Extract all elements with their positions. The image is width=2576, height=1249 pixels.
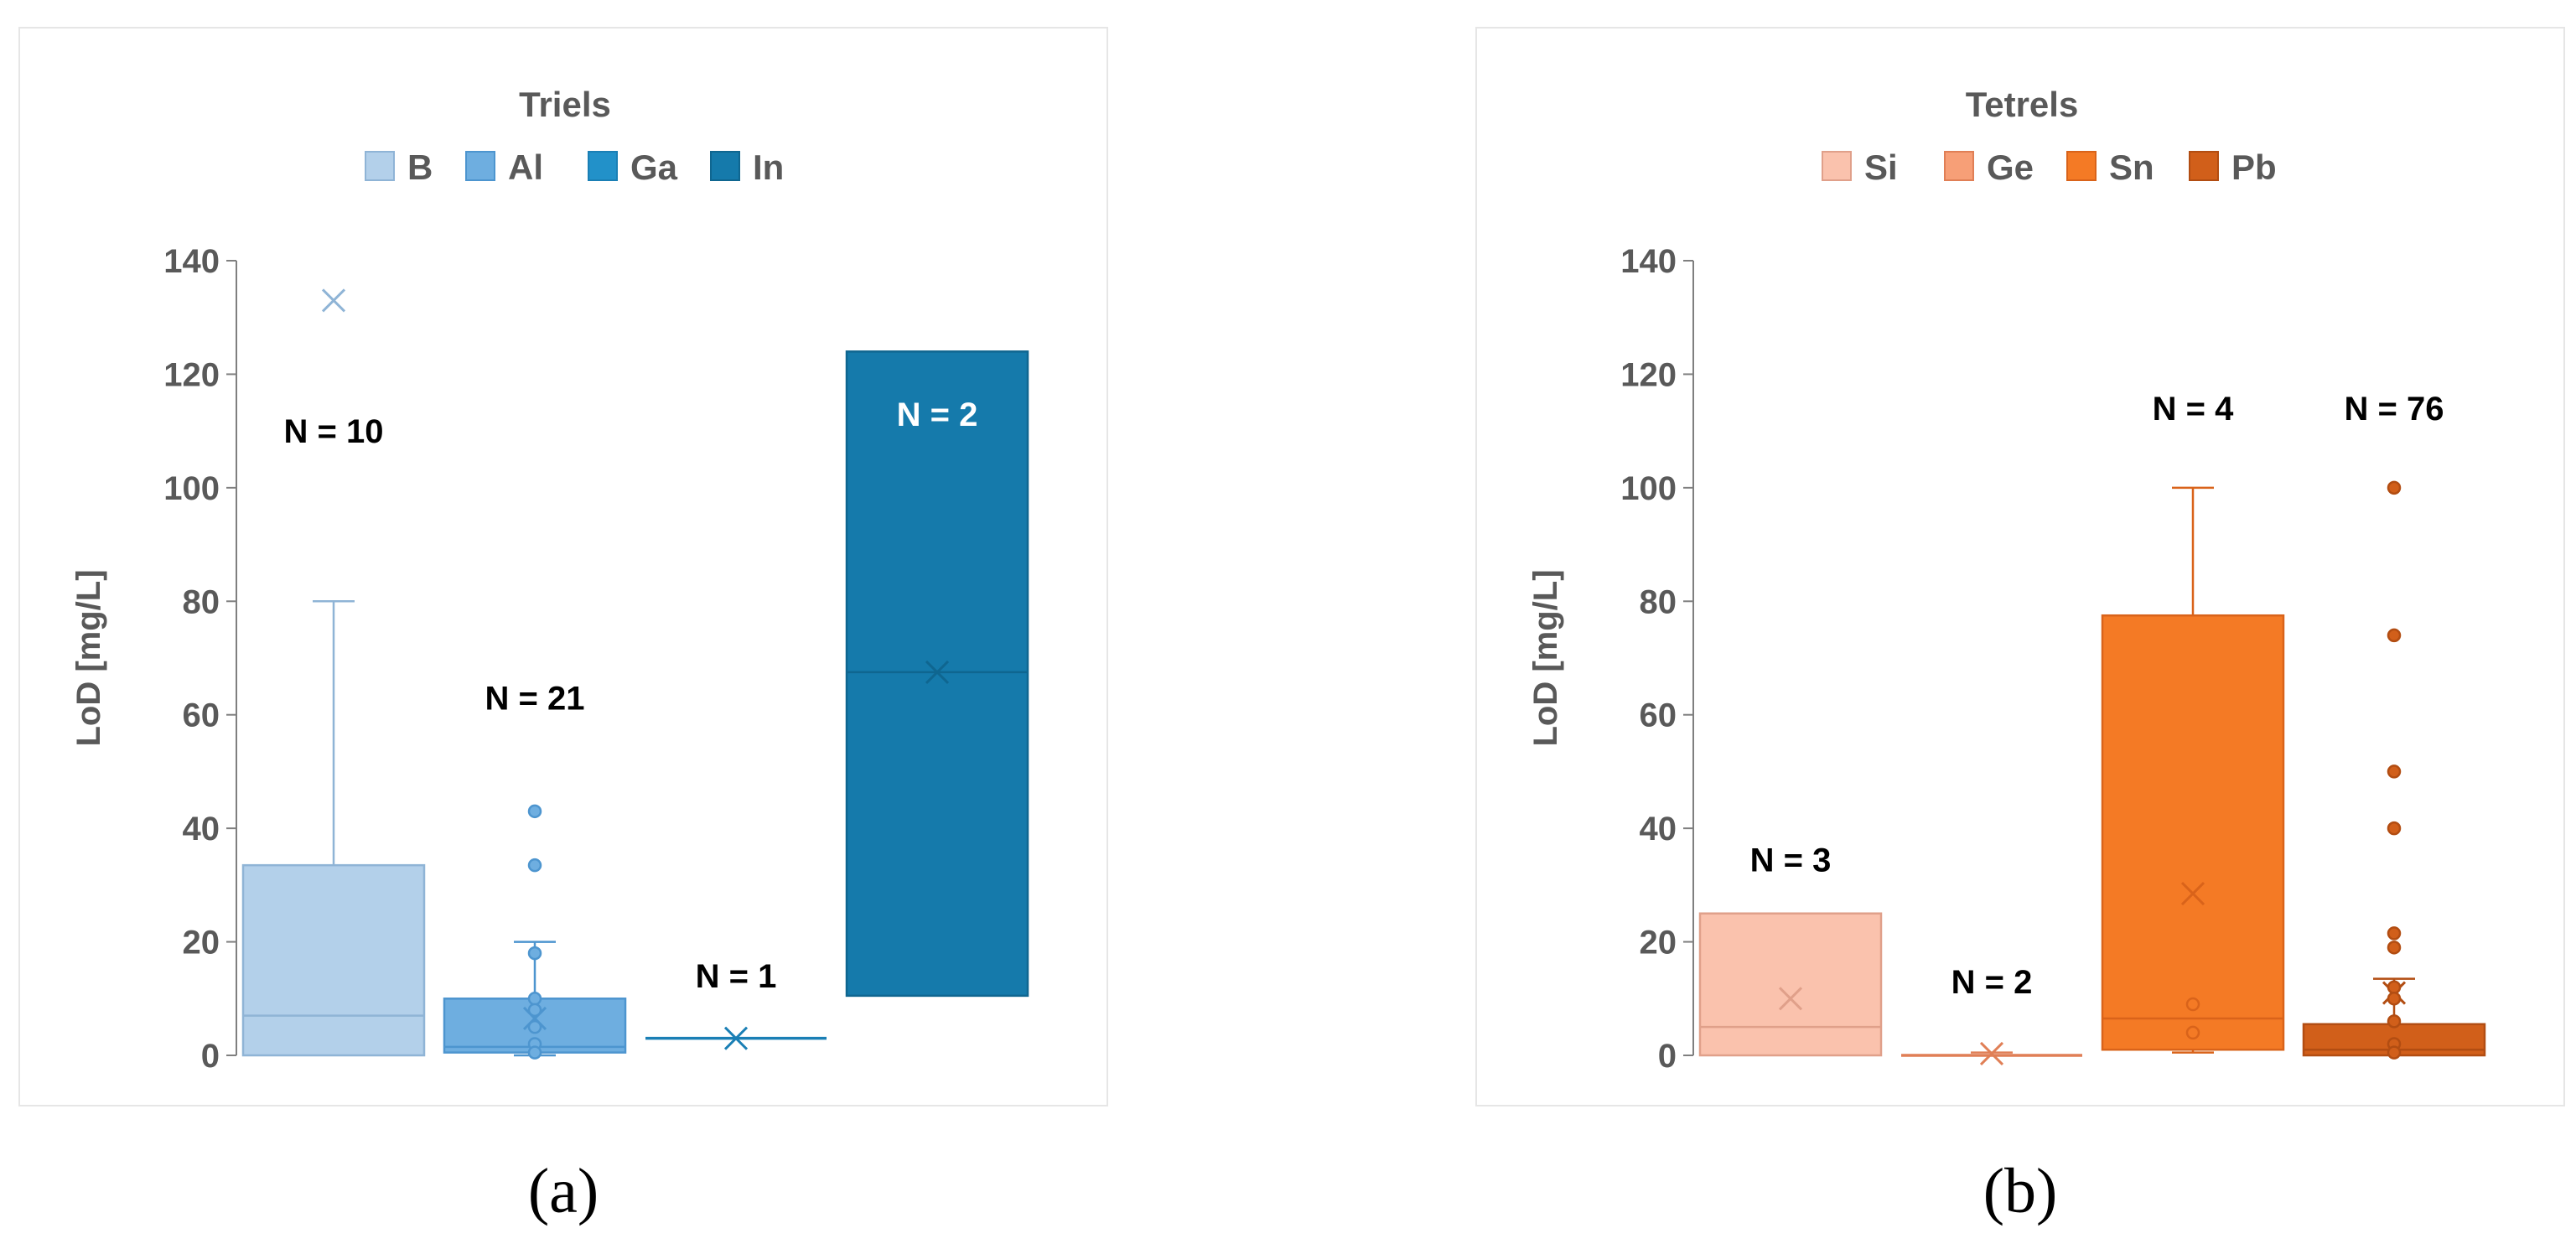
chart0-y-tick-label-80: 80: [183, 583, 220, 620]
chart1-mean-stroke-2-si: [1778, 987, 1803, 1011]
chart-panel-tetrels: Tetrels Si Ge Sn Pb 0 20 40 60 80 100 120 140 LoD [mg…: [1475, 27, 2565, 1106]
chart1-n-label-sn: N = 4: [2153, 391, 2234, 428]
chart0-box-body-b: [241, 863, 426, 1057]
chart1-y-axis-title: LoD [mg/L]: [1527, 569, 1564, 746]
chart0-legend-label-al: Al: [508, 148, 543, 187]
chart1-title: Tetrels: [1966, 85, 2079, 124]
chart0-outlier-al-7: [527, 1045, 542, 1060]
chart0-y-tick-label-100: 100: [163, 470, 220, 507]
chart0-legend-swatch-b: [365, 151, 395, 181]
chart1-y-tick-label-0: 0: [1658, 1038, 1677, 1075]
chart1-mean-marker-sn: [2180, 881, 2205, 906]
chart0-y-tick-label-0: 0: [201, 1038, 220, 1075]
chart1-box-body-si: [1698, 912, 1883, 1057]
chart0-mean-marker-in: [925, 660, 950, 684]
chart1-outlier-pb-5: [2387, 941, 2402, 955]
chart1-legend-swatch-sn: [2066, 151, 2097, 181]
chart1-n-label-pb: N = 76: [2345, 391, 2444, 428]
chart1-outlier-pb-1: [2387, 628, 2402, 643]
chart0-legend: B Al Ga In: [365, 148, 784, 187]
chart0-mean-stroke-2-al: [522, 1006, 547, 1031]
chart0-outlier-al-5: [527, 1019, 542, 1034]
chart0-mean-stroke-2-in: [925, 660, 950, 684]
chart1-outlier-pb-8: [2387, 1014, 2402, 1029]
chart1-outlier-pb-6: [2387, 980, 2402, 994]
chart1-box-si: [1698, 912, 1883, 1057]
chart1-mean-marker-ge: [1979, 1041, 2004, 1066]
chart1-outlier-sn-1: [2185, 1025, 2200, 1040]
chart0-y-axis-title: LoD [mg/L]: [70, 569, 107, 746]
chart1-legend-label-ge: Ge: [1987, 148, 2034, 187]
chart0-box-in: [845, 350, 1029, 998]
chart1-y-tick-label-40: 40: [1640, 811, 1677, 847]
chart0-mean-stroke-2-ga: [723, 1026, 749, 1050]
chart1-outlier-pb-0: [2387, 480, 2402, 495]
chart1-outlier-pb-4: [2387, 926, 2402, 941]
chart1-n-label-ge: N = 2: [1951, 964, 2033, 1001]
chart1-y-tick-label-100: 100: [1620, 470, 1677, 507]
chart1-outlier-sn-0: [2185, 997, 2200, 1012]
chart0-mean-stroke-2-b: [321, 288, 346, 313]
chart0-n-label-b: N = 10: [284, 413, 384, 450]
chart1-legend-swatch-ge: [1944, 151, 1974, 181]
chart0-legend-swatch-in: [710, 151, 740, 181]
chart0-box-ga: [645, 1026, 827, 1050]
chart1-legend-swatch-si: [1822, 151, 1852, 181]
chart0-y-tick-label-120: 120: [163, 356, 220, 393]
chart1-mean-marker-si: [1778, 987, 1803, 1011]
chart1-box-sn: [2101, 486, 2285, 1054]
chart0-box-b: [241, 288, 426, 1057]
caption-b: (b): [1983, 1156, 2058, 1226]
chart0-outlier-al-2: [527, 946, 542, 961]
chart1-outlier-pb-2: [2387, 764, 2402, 779]
chart1-legend-label-pb: Pb: [2231, 148, 2277, 187]
chart0-outlier-al-1: [527, 858, 542, 873]
chart1-mean-stroke-2-ge: [1979, 1041, 2004, 1066]
chart1-box-body-sn: [2101, 614, 2285, 1051]
chart0-legend-label-in: In: [753, 148, 784, 187]
chart1-outlier-pb-3: [2387, 821, 2402, 836]
chart0-outlier-al-4: [527, 1003, 542, 1018]
chart0-legend-label-b: B: [407, 148, 433, 187]
chart1-y-tick-label-20: 20: [1640, 925, 1677, 961]
chart1-legend: Si Ge Sn Pb: [1822, 148, 2277, 187]
chart1-legend-swatch-pb: [2189, 151, 2219, 181]
chart0-y-tick-label-20: 20: [183, 925, 220, 961]
chart0-outlier-al-0: [527, 804, 542, 819]
chart-panel-triels: Triels B Al Ga In 0 20 40 60 80 100 120 140 LoD [mg/L…: [18, 27, 1108, 1106]
chart0-mean-marker-ga: [723, 1026, 749, 1050]
caption-a: (a): [527, 1156, 599, 1226]
chart1-y-tick-label-140: 140: [1620, 243, 1677, 280]
chart0-y-tick-label-40: 40: [183, 811, 220, 847]
chart-triels: Triels B Al Ga In 0 20 40 60 80 100 120 140 LoD [mg/L…: [70, 85, 1029, 1075]
chart0-n-label-in: N = 2: [897, 396, 978, 433]
chart0-title: Triels: [519, 85, 611, 124]
chart1-y-tick-label-120: 120: [1620, 356, 1677, 393]
chart0-legend-swatch-ga: [588, 151, 618, 181]
chart0-mean-marker-al: [522, 1006, 547, 1031]
chart1-n-label-si: N = 3: [1750, 842, 1832, 878]
chart0-n-label-ga: N = 1: [696, 958, 777, 995]
chart1-mean-stroke-2-sn: [2180, 881, 2205, 906]
chart1-box-pb: [2302, 480, 2486, 1060]
chart0-legend-swatch-al: [465, 151, 495, 181]
chart0-n-label-al: N = 21: [485, 680, 585, 717]
chart1-y-tick-label-60: 60: [1640, 697, 1677, 734]
chart1-box-ge: [1901, 1041, 2082, 1066]
chart1-y-tick-label-80: 80: [1640, 583, 1677, 620]
chart0-mean-marker-b: [321, 288, 346, 313]
chart0-legend-label-ga: Ga: [630, 148, 678, 187]
chart0-y-tick-label-60: 60: [183, 697, 220, 734]
chart1-outlier-pb-10: [2387, 1045, 2402, 1060]
chart0-box-al: [443, 804, 627, 1060]
chart-tetrels: Tetrels Si Ge Sn Pb 0 20 40 60 80 100 120 140 LoD [mg…: [1527, 85, 2486, 1075]
chart1-legend-label-si: Si: [1864, 148, 1898, 187]
chart0-outlier-al-3: [527, 992, 542, 1006]
chart0-y-tick-label-140: 140: [163, 243, 220, 280]
chart1-legend-label-sn: Sn: [2109, 148, 2154, 187]
chart1-outlier-pb-7: [2387, 992, 2402, 1006]
